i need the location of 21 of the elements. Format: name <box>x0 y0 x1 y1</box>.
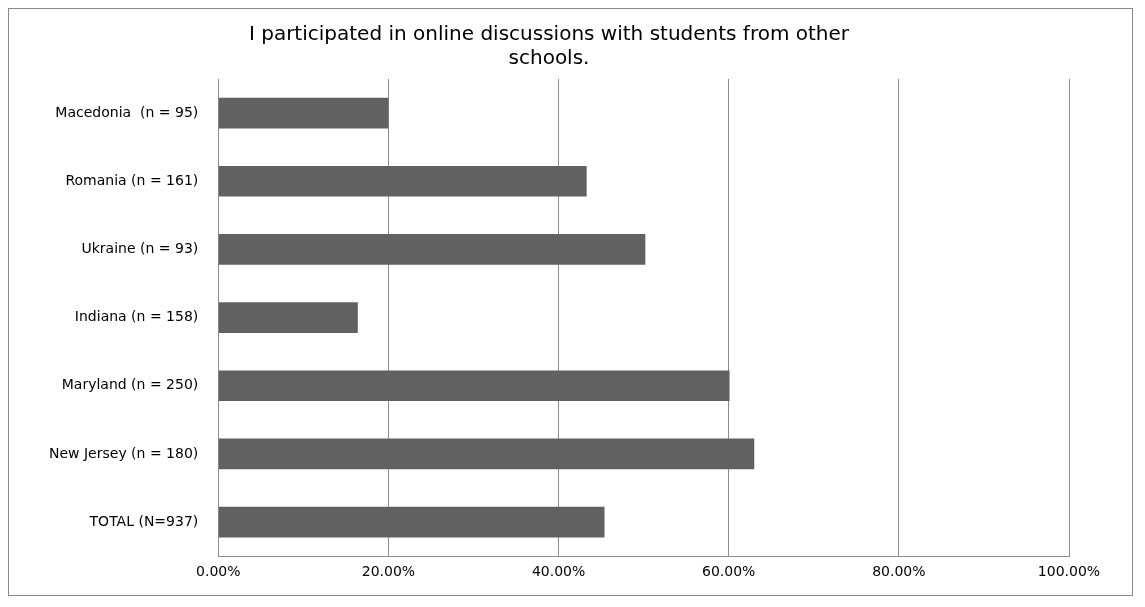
y-tick-label: Indiana (n = 158) <box>74 308 199 325</box>
bar <box>218 97 389 129</box>
x-tick-label: 80.00% <box>872 563 926 580</box>
y-tick-label: Ukraine (n = 93) <box>81 240 199 257</box>
bar <box>218 302 358 333</box>
bar <box>218 165 587 197</box>
x-tick-label: 20.00% <box>361 563 416 580</box>
bar <box>218 438 755 470</box>
y-tick-label: Maryland (n = 250) <box>61 376 199 393</box>
chart-title: I participated in online discussions with students from other schools. <box>248 21 850 70</box>
bar <box>218 234 646 265</box>
y-tick-label: New Jersey (n = 180) <box>49 444 199 461</box>
x-tick-label: 100.00% <box>1037 563 1101 580</box>
x-tick-label: 60.00% <box>702 563 756 580</box>
bar <box>218 506 605 538</box>
x-tick-label: 40.00% <box>531 563 586 580</box>
y-tick-label: Macedonia (n = 95) <box>55 103 199 120</box>
bar <box>218 370 730 402</box>
y-tick-label: TOTAL (N=937) <box>88 512 199 529</box>
y-tick-label: Romania (n = 161) <box>65 171 199 188</box>
x-tick-label: 0.00% <box>196 563 241 580</box>
